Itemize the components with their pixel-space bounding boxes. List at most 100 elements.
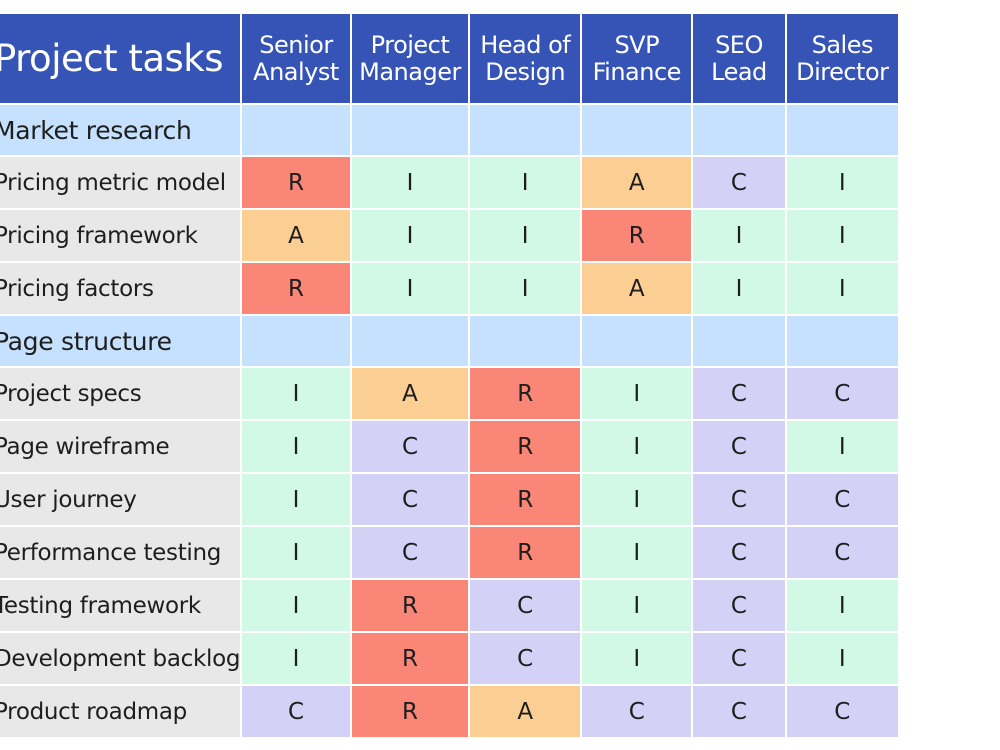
role-header: SVP Finance — [582, 14, 692, 103]
raci-cell: C — [582, 686, 692, 737]
raci-cell: I — [786, 157, 898, 208]
raci-cell: I — [582, 474, 692, 525]
raci-cell: I — [351, 157, 469, 208]
section-blank-cell — [470, 105, 581, 155]
raci-cell: R — [470, 368, 581, 419]
raci-cell: I — [470, 157, 581, 208]
task-row: Project specs I A R I C C — [0, 368, 898, 419]
raci-cell: R — [242, 263, 350, 314]
header-row: Project tasks Senior Analyst Project Manage… — [0, 14, 898, 103]
raci-cell: R — [351, 686, 469, 737]
raci-cell: I — [470, 210, 581, 261]
raci-cell: C — [786, 368, 898, 419]
task-label: Performance testing — [0, 527, 241, 578]
task-label: Testing framework — [0, 580, 241, 631]
task-label: Pricing framework — [0, 210, 241, 261]
section-label: Market research — [0, 105, 241, 155]
raci-cell: R — [351, 580, 469, 631]
section-blank-cell — [582, 105, 692, 155]
raci-cell: C — [693, 157, 785, 208]
role-header-line: Project — [370, 30, 450, 59]
raci-cell: R — [582, 210, 692, 261]
role-header: Project Manager — [351, 14, 469, 103]
raci-cell: A — [242, 210, 350, 261]
raci-cell: C — [693, 527, 785, 578]
raci-cell: I — [470, 263, 581, 314]
task-label: Product roadmap — [0, 686, 241, 737]
raci-cell: I — [582, 580, 692, 631]
task-row: Pricing metric model R I I A C I — [0, 157, 898, 208]
section-blank-cell — [242, 105, 350, 155]
task-row: User journey I C R I C C — [0, 474, 898, 525]
role-header-line: Sales — [811, 30, 874, 59]
raci-cell: I — [242, 474, 350, 525]
raci-cell: I — [786, 210, 898, 261]
raci-cell: A — [582, 263, 692, 314]
raci-cell: I — [242, 527, 350, 578]
raci-cell: I — [786, 633, 898, 684]
raci-cell: I — [242, 368, 350, 419]
section-blank-cell — [351, 316, 469, 366]
section-row: Page structure — [0, 316, 898, 366]
task-row: Development backlog I R C I C I — [0, 633, 898, 684]
section-blank-cell — [470, 316, 581, 366]
role-header: Senior Analyst — [242, 14, 350, 103]
raci-cell: R — [242, 157, 350, 208]
raci-cell: I — [351, 210, 469, 261]
role-header-line: Director — [796, 57, 889, 86]
task-row: Product roadmap C R A C C C — [0, 686, 898, 737]
raci-cell: C — [351, 527, 469, 578]
raci-cell: I — [242, 421, 350, 472]
section-row: Market research — [0, 105, 898, 155]
raci-cell: R — [351, 633, 469, 684]
raci-cell: I — [786, 580, 898, 631]
role-header: Head of Design — [470, 14, 581, 103]
raci-cell: I — [786, 421, 898, 472]
raci-cell: I — [582, 633, 692, 684]
raci-cell: C — [470, 633, 581, 684]
task-row: Page wireframe I C R I C I — [0, 421, 898, 472]
raci-cell: C — [693, 580, 785, 631]
raci-cell: I — [786, 263, 898, 314]
task-row: Testing framework I R C I C I — [0, 580, 898, 631]
raci-cell: C — [693, 633, 785, 684]
role-header-line: Senior — [259, 30, 333, 59]
role-header-line: SVP — [614, 30, 660, 59]
raci-cell: C — [351, 474, 469, 525]
task-label: User journey — [0, 474, 241, 525]
section-blank-cell — [582, 316, 692, 366]
task-label: Pricing factors — [0, 263, 241, 314]
raci-cell: I — [351, 263, 469, 314]
raci-cell: I — [582, 527, 692, 578]
section-blank-cell — [693, 105, 785, 155]
raci-cell: A — [470, 686, 581, 737]
role-header-line: Head of — [480, 30, 571, 59]
section-label: Page structure — [0, 316, 241, 366]
raci-cell: C — [693, 474, 785, 525]
section-blank-cell — [351, 105, 469, 155]
section-blank-cell — [786, 316, 898, 366]
role-header-line: SEO — [715, 30, 763, 59]
role-header-line: Finance — [592, 57, 682, 86]
raci-cell: A — [582, 157, 692, 208]
raci-cell: C — [351, 421, 469, 472]
task-row: Performance testing I C R I C C — [0, 527, 898, 578]
raci-cell: C — [470, 580, 581, 631]
raci-cell: C — [693, 368, 785, 419]
raci-cell: I — [582, 368, 692, 419]
raci-cell: R — [470, 474, 581, 525]
task-label: Page wireframe — [0, 421, 241, 472]
raci-cell: C — [786, 474, 898, 525]
table-body: Market research Pricing metric model R I I A C… — [0, 105, 898, 737]
role-header-line: Lead — [711, 57, 767, 86]
section-blank-cell — [786, 105, 898, 155]
raci-cell: I — [693, 263, 785, 314]
raci-cell: C — [242, 686, 350, 737]
section-blank-cell — [242, 316, 350, 366]
raci-cell: C — [693, 686, 785, 737]
section-blank-cell — [693, 316, 785, 366]
role-header-line: Analyst — [253, 57, 339, 86]
task-row: Pricing framework A I I R I I — [0, 210, 898, 261]
raci-cell: R — [470, 421, 581, 472]
